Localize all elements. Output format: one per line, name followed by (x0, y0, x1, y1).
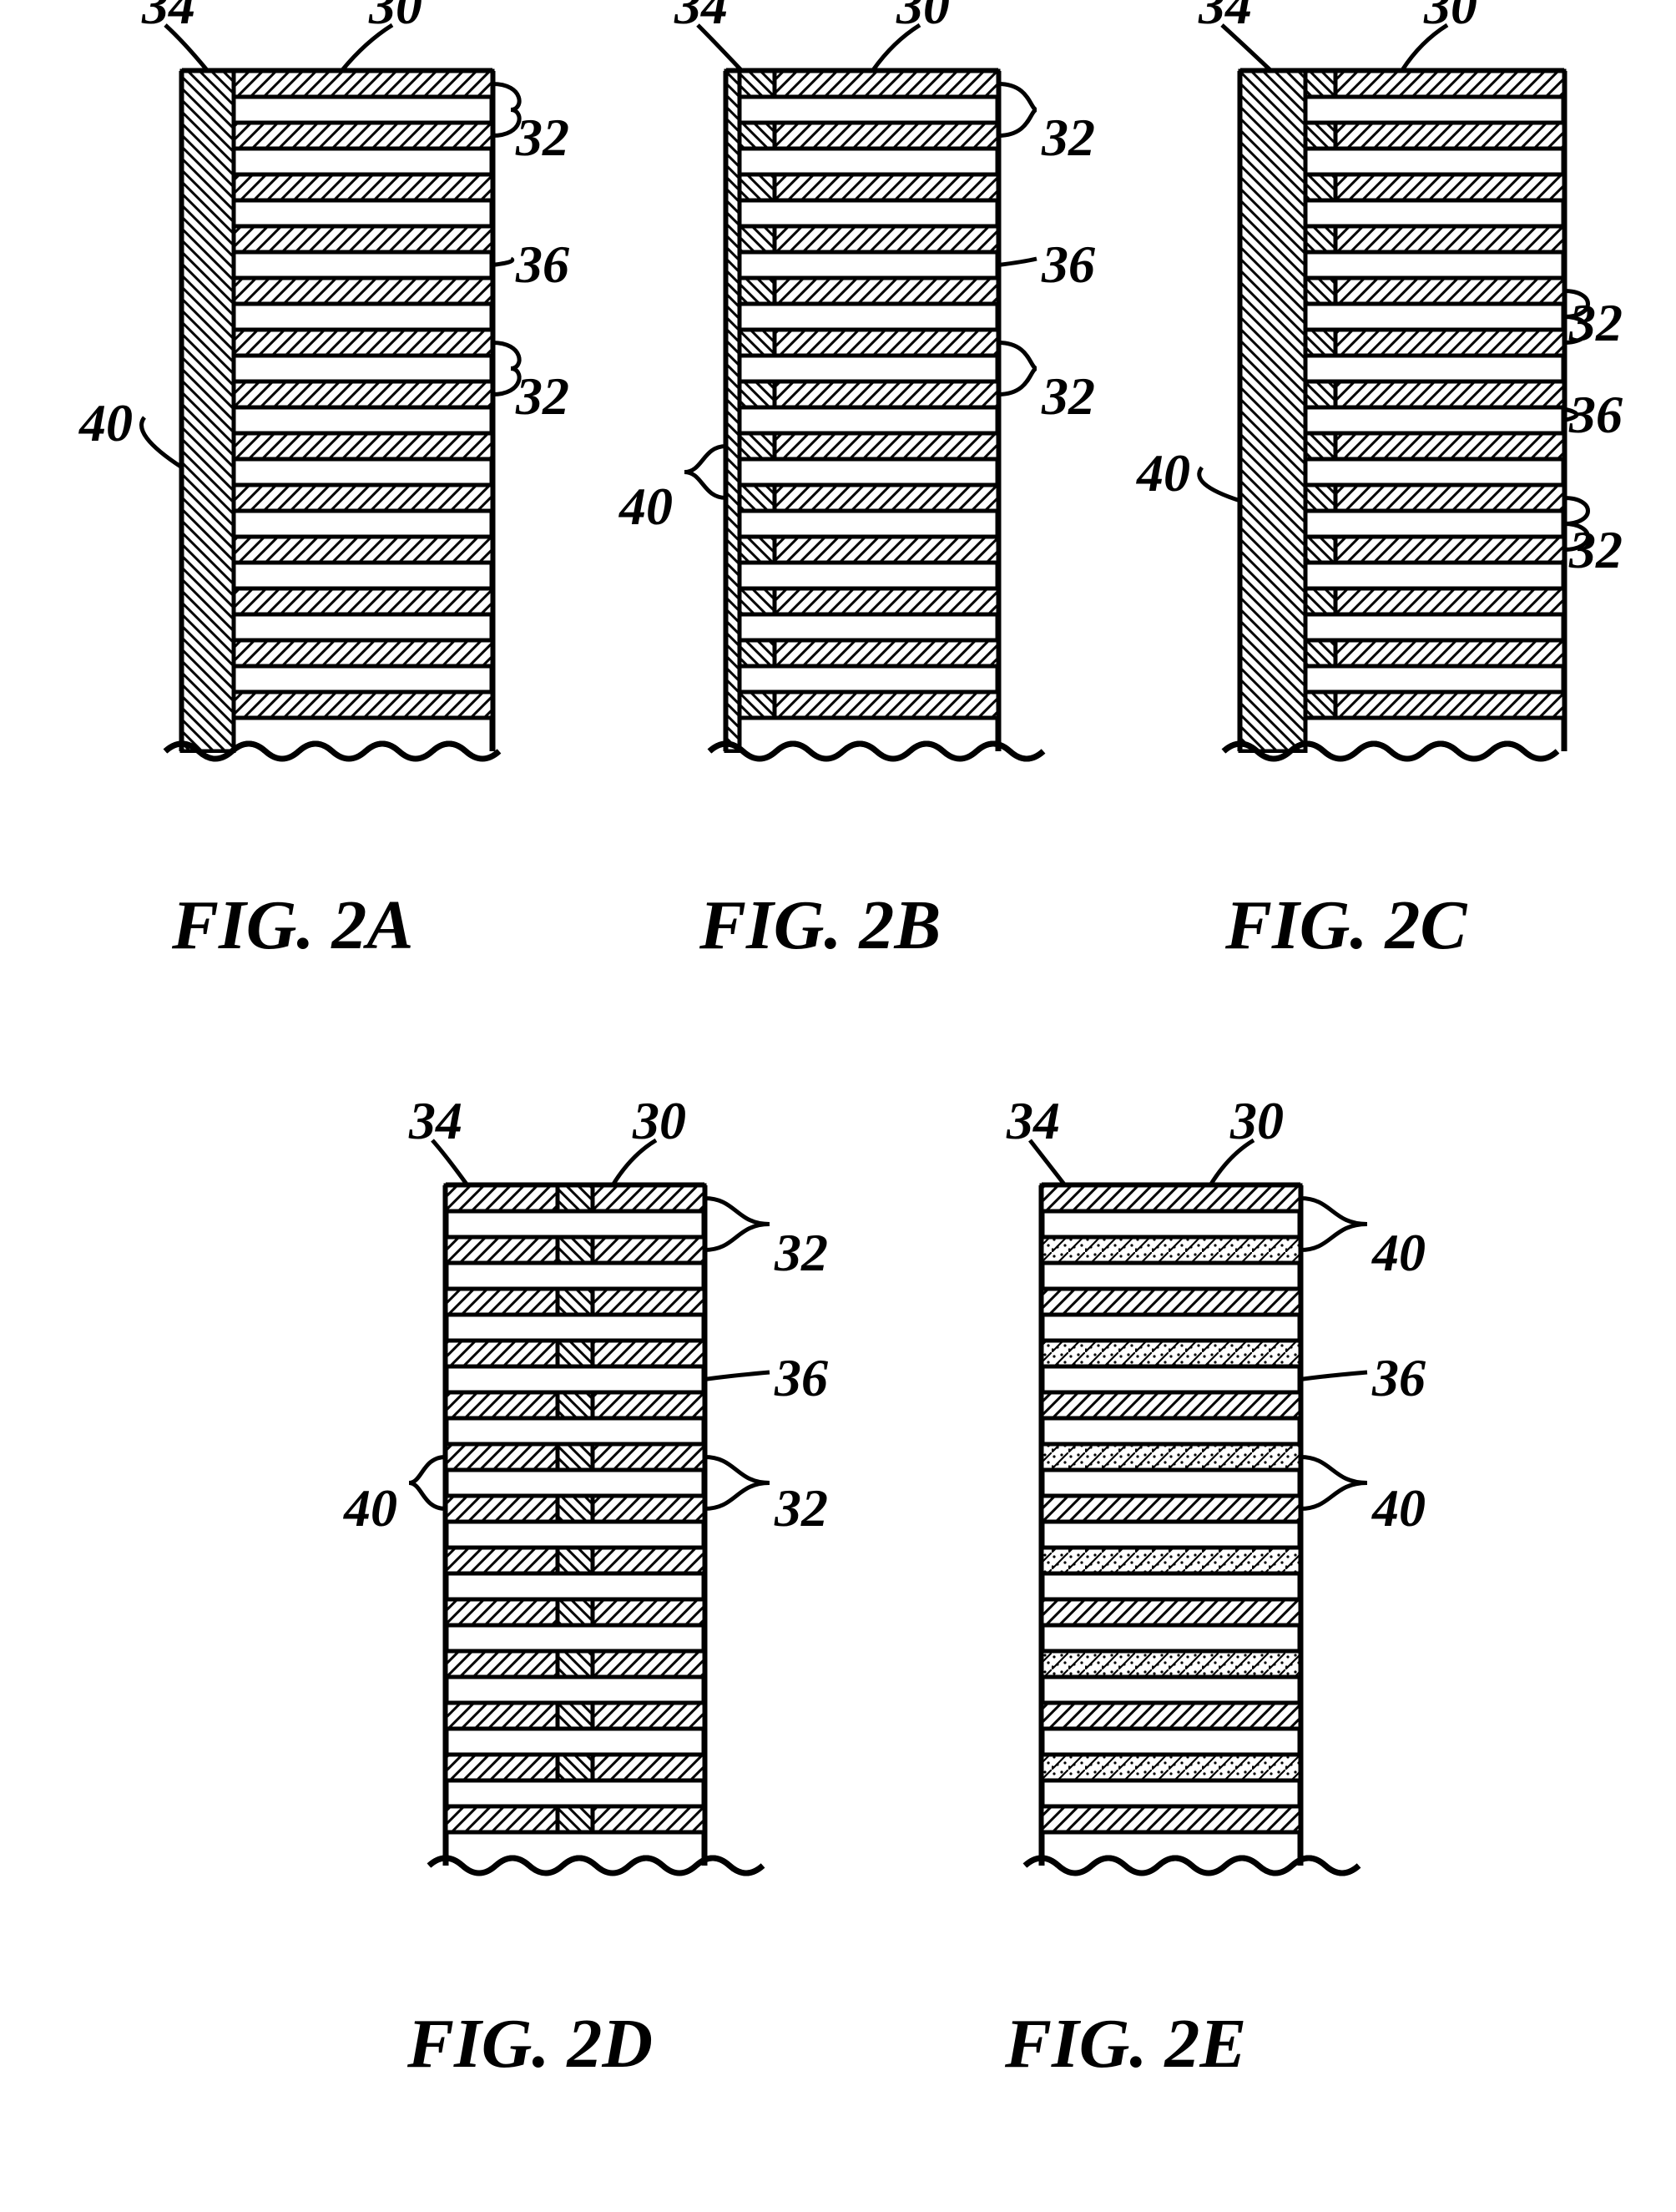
fin-layer (234, 640, 492, 666)
fin-layer (740, 278, 998, 304)
fin-layer (1042, 1651, 1300, 1677)
fin-layer (740, 692, 998, 718)
fin-layer (234, 174, 492, 200)
ref-36: 36 (1372, 1347, 1426, 1409)
fin-layer (1042, 1806, 1300, 1832)
fin-layer (234, 485, 492, 511)
fin-layer (1305, 330, 1564, 356)
ref-36: 36 (516, 234, 569, 295)
ref-36: 36 (1569, 384, 1623, 446)
fin-layer (234, 278, 492, 304)
caption-fig-D: FIG. 2D (407, 2003, 653, 2084)
ref-32: 32 (516, 366, 569, 427)
fin-layer (1042, 1599, 1300, 1625)
fin-layer (1042, 1289, 1300, 1315)
ref-40: 40 (1137, 442, 1190, 504)
fin-layer (234, 692, 492, 718)
caption-fig-A: FIG. 2A (172, 885, 413, 966)
fin-layer (1042, 1237, 1300, 1263)
fin-layer (1042, 1548, 1300, 1573)
fin-layer (740, 226, 998, 252)
fin-layer (1042, 1444, 1300, 1470)
fin-layer (740, 433, 998, 459)
figure-D (409, 1140, 770, 1917)
fin-layer (234, 537, 492, 563)
fin-layer (740, 381, 998, 407)
ref-40: 40 (344, 1477, 397, 1539)
ref-40: 40 (619, 476, 673, 538)
fin-layer (234, 381, 492, 407)
ref-32: 32 (775, 1477, 828, 1539)
fin-layer (1042, 1496, 1300, 1522)
fin-layer (740, 174, 998, 200)
caption-fig-C: FIG. 2C (1225, 885, 1466, 966)
ref-34: 34 (409, 1090, 462, 1152)
fin-layer (1305, 174, 1564, 200)
fin-layer (234, 588, 492, 614)
fin-layer (234, 330, 492, 356)
figure-A (142, 25, 520, 803)
fin-layer (740, 640, 998, 666)
fin-layer (234, 71, 492, 97)
ref-34: 34 (1007, 1090, 1060, 1152)
fin-layer (740, 537, 998, 563)
fin-layer (1305, 123, 1564, 149)
fin-layer (1305, 537, 1564, 563)
fin-layer (1305, 485, 1564, 511)
fin-layer (1042, 1185, 1300, 1211)
ref-40: 40 (1372, 1222, 1426, 1284)
fin-layer (234, 226, 492, 252)
fin-layer (1305, 278, 1564, 304)
patent-figure-canvas (0, 0, 1676, 2212)
caption-fig-E: FIG. 2E (1005, 2003, 1246, 2084)
fin-layer (234, 433, 492, 459)
ref-40: 40 (79, 392, 133, 454)
ref-30: 30 (633, 1090, 686, 1152)
ref-36: 36 (1042, 234, 1095, 295)
ref-30: 30 (369, 0, 422, 37)
ref-34: 34 (674, 0, 728, 37)
figure-B (684, 25, 1043, 803)
ref-32: 32 (1569, 519, 1623, 581)
ref-32: 32 (516, 107, 569, 169)
fin-layer (740, 330, 998, 356)
ref-34: 34 (1199, 0, 1252, 37)
fin-layer (740, 71, 998, 97)
fin-layer (740, 588, 998, 614)
fin-layer (1305, 640, 1564, 666)
fin-layer (1042, 1755, 1300, 1780)
fin-layer (1305, 226, 1564, 252)
ref-36: 36 (775, 1347, 828, 1409)
ref-30: 30 (896, 0, 950, 37)
figure-C (1199, 25, 1588, 803)
fin-layer (1042, 1703, 1300, 1729)
fin-layer (1305, 381, 1564, 407)
ref-30: 30 (1424, 0, 1477, 37)
ref-32: 32 (1569, 292, 1623, 354)
ref-34: 34 (142, 0, 195, 37)
fin-layer (740, 123, 998, 149)
fin-layer (1042, 1392, 1300, 1418)
fin-layer (1305, 433, 1564, 459)
fin-layer (234, 123, 492, 149)
fin-layer (740, 485, 998, 511)
fin-layer (1305, 71, 1564, 97)
fin-layer (1305, 692, 1564, 718)
ref-30: 30 (1230, 1090, 1284, 1152)
fin-layer (1305, 588, 1564, 614)
ref-32: 32 (1042, 366, 1095, 427)
figure-E (1022, 1140, 1367, 1917)
ref-40: 40 (1372, 1477, 1426, 1539)
caption-fig-B: FIG. 2B (699, 885, 941, 966)
fin-layer (1042, 1341, 1300, 1366)
ref-32: 32 (775, 1222, 828, 1284)
ref-32: 32 (1042, 107, 1095, 169)
